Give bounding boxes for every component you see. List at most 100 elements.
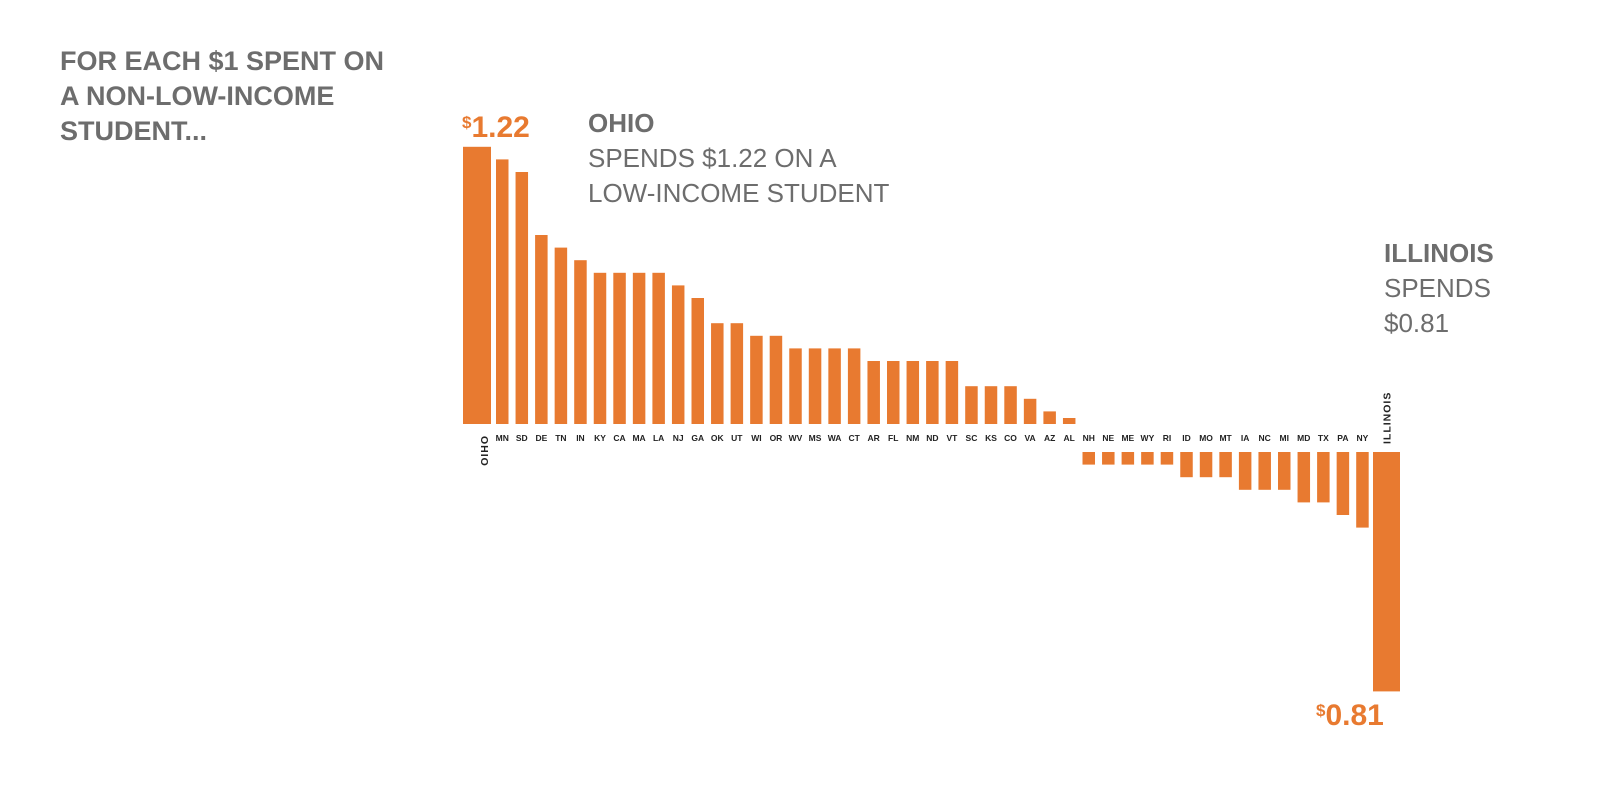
headline: FOR EACH $1 SPENT ON A NON-LOW-INCOME ST… — [60, 44, 440, 149]
bar-nm — [906, 361, 920, 424]
ohio-callout: OHIO SPENDS $1.22 ON A LOW-INCOME STUDEN… — [588, 106, 889, 211]
tick-label-ohio: OHIO — [478, 436, 490, 467]
bar-ca — [613, 272, 626, 424]
bar-pa — [1336, 452, 1350, 515]
tick-label-pa: PA — [1337, 433, 1348, 443]
tick-label-de: DE — [535, 433, 547, 443]
bar-or — [769, 335, 783, 424]
tick-label-md: MD — [1297, 433, 1310, 443]
tick-label-sd: SD — [516, 433, 528, 443]
tick-label-nd: ND — [926, 433, 938, 443]
bar-wa — [828, 348, 841, 424]
tick-label-ut: UT — [731, 433, 743, 443]
tick-label-ma: MA — [632, 433, 645, 443]
tick-label-vt: VT — [946, 433, 958, 443]
bar-ct — [847, 348, 861, 424]
tick-label-mo: MO — [1199, 433, 1213, 443]
tick-label-ia: IA — [1241, 433, 1250, 443]
bar-md — [1297, 452, 1311, 503]
illinois-callout-line-2: $0.81 — [1384, 308, 1450, 338]
tick-label-ar: AR — [868, 433, 880, 443]
bar-in — [574, 260, 587, 424]
bar-me — [1121, 452, 1135, 465]
illinois-callout: ILLINOIS SPENDS $0.81 — [1384, 236, 1494, 341]
bar-wy — [1141, 452, 1154, 465]
bar-tn — [554, 247, 568, 424]
tick-label-wi: WI — [751, 433, 761, 443]
bar-sc — [965, 386, 978, 424]
bar-nh — [1082, 452, 1095, 465]
illinois-callout-name: ILLINOIS — [1384, 238, 1494, 268]
bar-fl — [887, 361, 900, 424]
tick-label-in: IN — [576, 433, 585, 443]
bar-ri — [1160, 452, 1174, 465]
bar-tx — [1317, 452, 1330, 503]
tick-label-sc: SC — [966, 433, 978, 443]
bar-mn — [496, 159, 509, 424]
tick-label-tx: TX — [1318, 433, 1329, 443]
tick-label-ne: NE — [1102, 433, 1114, 443]
bar-ks — [984, 386, 998, 424]
bar-ar — [867, 361, 880, 424]
bar-mo — [1199, 452, 1213, 478]
tick-label-wy: WY — [1141, 433, 1155, 443]
tick-label-id: ID — [1182, 433, 1191, 443]
data-label-ohio: $1.22 — [462, 111, 530, 144]
bar-al — [1062, 418, 1076, 424]
tick-label-ca: CA — [613, 433, 625, 443]
tick-label-tn: TN — [555, 433, 566, 443]
tick-label-al: AL — [1064, 433, 1075, 443]
ohio-callout-line-1: SPENDS $1.22 ON A — [588, 143, 837, 173]
tick-label-fl: FL — [888, 433, 898, 443]
data-label-illinois: $0.81 — [1316, 699, 1384, 732]
bar-ms — [808, 348, 822, 424]
tick-label-mn: MN — [496, 433, 509, 443]
ohio-callout-name: OHIO — [588, 108, 655, 138]
tick-label-me: ME — [1121, 433, 1134, 443]
tick-label-ks: KS — [985, 433, 997, 443]
tick-label-ms: MS — [809, 433, 822, 443]
bar-nj — [671, 285, 685, 424]
tick-label-va: VA — [1025, 433, 1036, 443]
bar-de — [535, 235, 548, 424]
bar-mt — [1219, 452, 1232, 478]
tick-label-nj: NJ — [673, 433, 684, 443]
tick-label-mt: MT — [1219, 433, 1232, 443]
bar-ky — [593, 272, 607, 424]
tick-label-nc: NC — [1259, 433, 1271, 443]
tick-label-or: OR — [770, 433, 783, 443]
ohio-callout-line-2: LOW-INCOME STUDENT — [588, 178, 890, 208]
bar-ne — [1102, 452, 1115, 465]
tick-label-co: CO — [1004, 433, 1017, 443]
tick-label-ky: KY — [594, 433, 606, 443]
illinois-callout-line-1: SPENDS — [1384, 273, 1491, 303]
headline-line-2: A NON-LOW-INCOME — [60, 81, 335, 111]
tick-label-nm: NM — [906, 433, 919, 443]
bar-nd — [926, 361, 939, 424]
tick-label-la: LA — [653, 433, 664, 443]
tick-label-wa: WA — [828, 433, 842, 443]
bar-ohio — [463, 146, 491, 425]
bar-sd — [515, 172, 529, 424]
bar-ny — [1356, 452, 1369, 528]
bar-ma — [632, 272, 646, 424]
bar-vt — [945, 361, 959, 424]
tick-label-az: AZ — [1044, 433, 1055, 443]
bar-id — [1180, 452, 1193, 478]
bar-mi — [1278, 452, 1291, 490]
tick-label-ok: OK — [711, 433, 725, 443]
tick-label-mi: MI — [1280, 433, 1289, 443]
bar-va — [1023, 398, 1037, 424]
bar-co — [1004, 386, 1017, 424]
bar-illinois — [1373, 452, 1400, 692]
headline-line-1: FOR EACH $1 SPENT ON — [60, 46, 385, 76]
bar-az — [1043, 411, 1056, 424]
bar-la — [652, 272, 665, 424]
bar-ga — [691, 298, 704, 424]
tick-label-ga: GA — [691, 433, 704, 443]
bar-ok — [711, 323, 724, 424]
tick-label-ny: NY — [1357, 433, 1369, 443]
tick-label-nh: NH — [1083, 433, 1095, 443]
bar-ia — [1238, 452, 1252, 490]
